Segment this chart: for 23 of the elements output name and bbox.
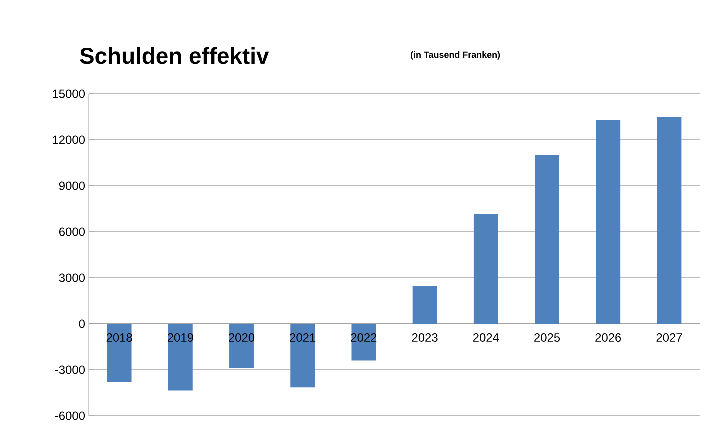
bar (107, 324, 132, 382)
y-tick-label: 0 (79, 320, 86, 328)
bar (474, 214, 498, 324)
x-tick-label: 2023 (412, 334, 438, 342)
y-tick-label: 12000 (53, 136, 86, 144)
bar (412, 286, 438, 324)
y-tick-label: -3000 (55, 366, 86, 374)
chart-title: Schulden effektiv (80, 47, 270, 64)
y-tick-label: -6000 (55, 412, 86, 420)
x-tick-label: 2025 (534, 334, 560, 342)
bar (596, 120, 621, 324)
bar (657, 116, 682, 324)
chart-subtitle: (in Tausend Franken) (410, 51, 500, 60)
bar (168, 324, 193, 391)
x-tick-label: 2024 (473, 334, 500, 342)
bar (290, 324, 316, 388)
y-tick-label: 3000 (59, 274, 86, 282)
y-tick-label: 15000 (53, 90, 86, 98)
y-tick-label: 6000 (59, 228, 86, 236)
x-tick-label: 2026 (596, 334, 622, 342)
y-tick-label: 9000 (59, 182, 86, 190)
x-tick-label: 2027 (656, 334, 682, 342)
bar (535, 155, 560, 324)
